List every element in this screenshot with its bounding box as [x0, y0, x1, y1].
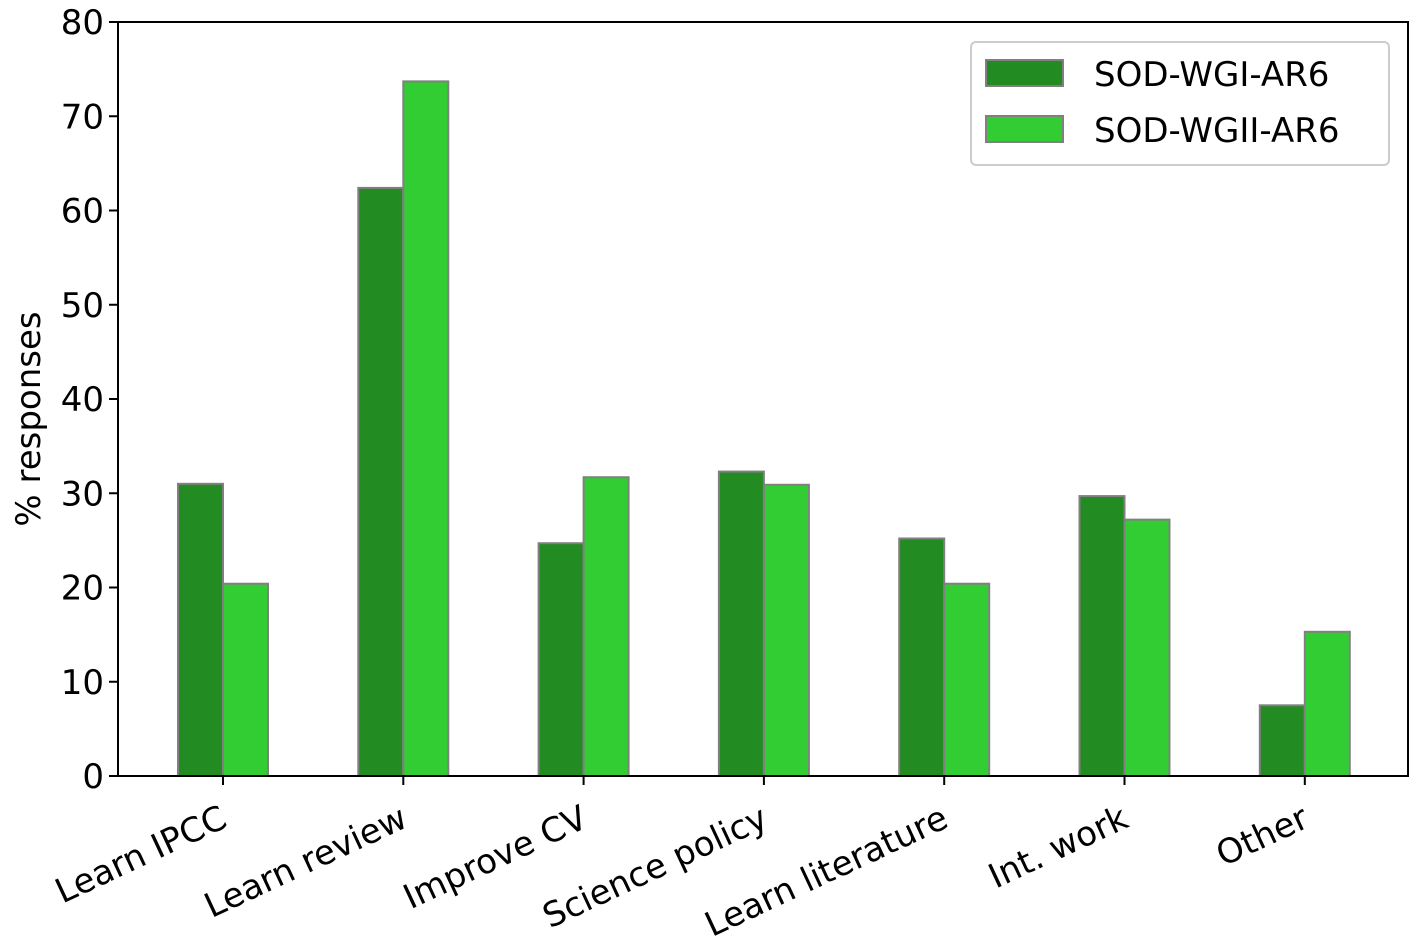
x-tick-label: Int. work [983, 798, 1135, 897]
bar-sod-wgi-ar6-5 [1078, 495, 1126, 777]
bar-sod-wgii-ar6-1 [402, 80, 450, 777]
y-axis-ticks: 0 10 20 30 40 50 60 70 80 [61, 3, 118, 797]
y-tick-label: 70 [61, 97, 104, 137]
bars-group [177, 80, 1351, 778]
bar-sod-wgii-ar6-3 [762, 483, 810, 777]
bar-sod-wgi-ar6-2 [537, 542, 585, 778]
legend: SOD-WGI-AR6 SOD-WGII-AR6 [970, 41, 1390, 166]
y-tick-label: 10 [61, 663, 104, 703]
bar-sod-wgii-ar6-6 [1303, 630, 1351, 777]
y-tick-label: 50 [61, 286, 104, 326]
bar-sod-wgi-ar6-6 [1258, 704, 1306, 777]
y-tick-label: 20 [61, 569, 104, 609]
legend-label-sod-wgi-ar6: SOD-WGI-AR6 [1094, 55, 1329, 95]
y-axis-title: % responses [9, 311, 49, 526]
y-tick-label: 0 [82, 757, 104, 797]
legend-label-sod-wgii-ar6: SOD-WGII-AR6 [1094, 111, 1339, 151]
bar-sod-wgii-ar6-0 [222, 582, 269, 777]
x-tick-label: Learn review [198, 798, 413, 927]
bar-sod-wgi-ar6-4 [898, 537, 946, 777]
legend-box [970, 41, 1390, 166]
legend-swatch-sod-wgi-ar6 [985, 59, 1064, 87]
y-tick-label: 80 [61, 3, 104, 43]
bar-sod-wgi-ar6-3 [717, 470, 765, 777]
bar-sod-wgi-ar6-1 [357, 186, 405, 777]
y-tick-label: 30 [61, 474, 104, 514]
x-tick-label: Other [1210, 798, 1314, 875]
bar-sod-wgii-ar6-4 [943, 582, 991, 777]
bar-sod-wgii-ar6-2 [582, 476, 630, 777]
y-tick-label: 40 [61, 380, 104, 420]
bar-sod-wgi-ar6-0 [177, 482, 224, 777]
legend-swatch-sod-wgii-ar6 [985, 115, 1064, 143]
y-tick-label: 60 [61, 192, 104, 232]
bar-sod-wgii-ar6-5 [1123, 518, 1171, 777]
